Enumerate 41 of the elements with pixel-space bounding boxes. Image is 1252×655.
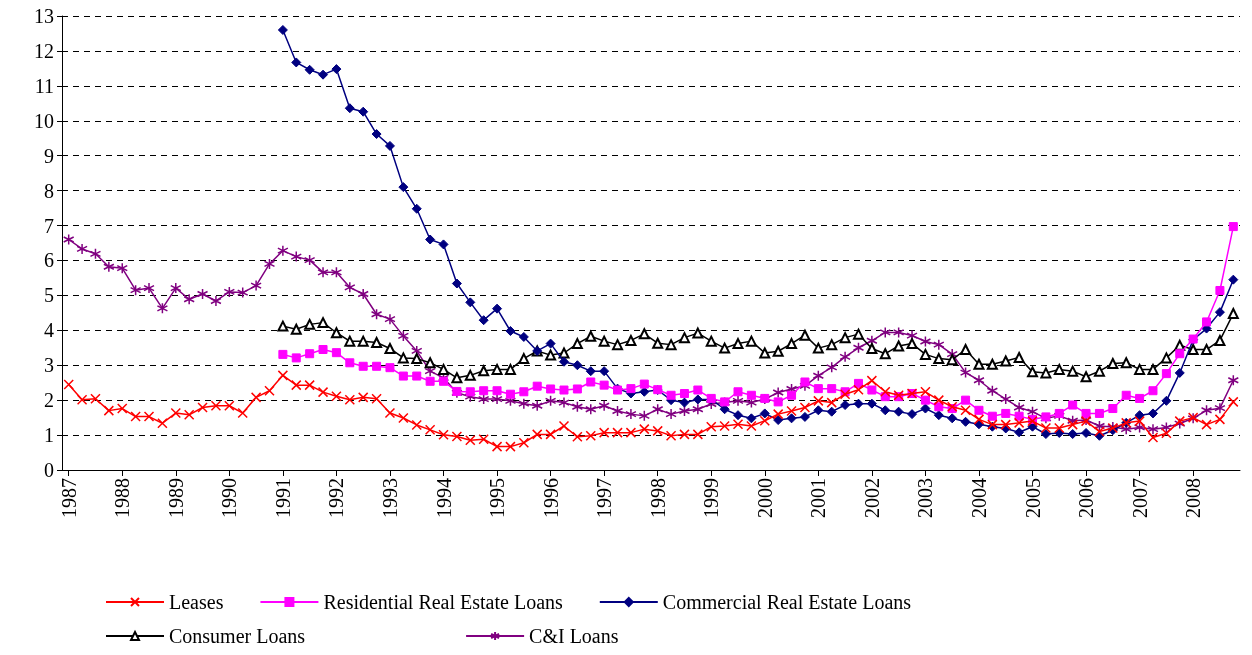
x-tick-label: 1993: [378, 478, 401, 518]
y-tick-label: 4: [44, 319, 54, 342]
legend-label: Leases: [169, 591, 224, 613]
x-tick-label: 1996: [539, 478, 562, 518]
y-tick-label: 7: [44, 214, 54, 237]
x-tick-label: 1990: [218, 478, 241, 518]
x-tick-label: 2000: [753, 478, 776, 518]
x-tick-label: 2007: [1128, 478, 1151, 518]
y-tick-label: 1: [44, 424, 54, 447]
x-tick-label: 1991: [271, 478, 294, 518]
x-tick-label: 1995: [486, 478, 509, 518]
y-tick-label: 10: [34, 109, 54, 132]
y-tick-label: 13: [34, 5, 54, 27]
x-tick-label: 1999: [700, 478, 723, 518]
x-tick-label: 2003: [914, 478, 937, 518]
legend-label: C&I Loans: [529, 625, 619, 647]
x-tick-label: 1994: [432, 478, 455, 518]
y-tick-label: 3: [44, 354, 54, 377]
y-tick-label: 0: [44, 459, 54, 481]
x-tick-label: 2002: [860, 478, 883, 518]
x-tick-label: 1998: [646, 478, 669, 518]
legend-label: Commercial Real Estate Loans: [662, 591, 912, 613]
x-tick-label: 1992: [325, 478, 348, 518]
y-tick-label: 9: [44, 144, 54, 167]
x-tick-label: 2006: [1075, 478, 1098, 518]
x-tick-label: 2005: [1021, 478, 1044, 518]
y-tick-label: 5: [44, 284, 54, 307]
legend-label: Residential Real Estate Loans: [323, 591, 564, 613]
x-tick-label: 1988: [111, 478, 134, 518]
x-tick-label: 1989: [164, 478, 187, 518]
y-tick-label: 2: [44, 389, 54, 412]
x-tick-label: 1997: [593, 478, 616, 518]
x-tick-label: 1987: [57, 478, 80, 518]
x-tick-label: 2001: [807, 478, 830, 518]
legend-label: Consumer Loans: [169, 625, 306, 647]
y-tick-label: 11: [34, 74, 54, 97]
y-tick-label: 12: [34, 39, 54, 62]
y-tick-label: 6: [44, 249, 54, 272]
x-tick-label: 2008: [1182, 478, 1205, 518]
x-tick-label: 2004: [967, 478, 990, 518]
y-tick-label: 8: [44, 179, 54, 202]
